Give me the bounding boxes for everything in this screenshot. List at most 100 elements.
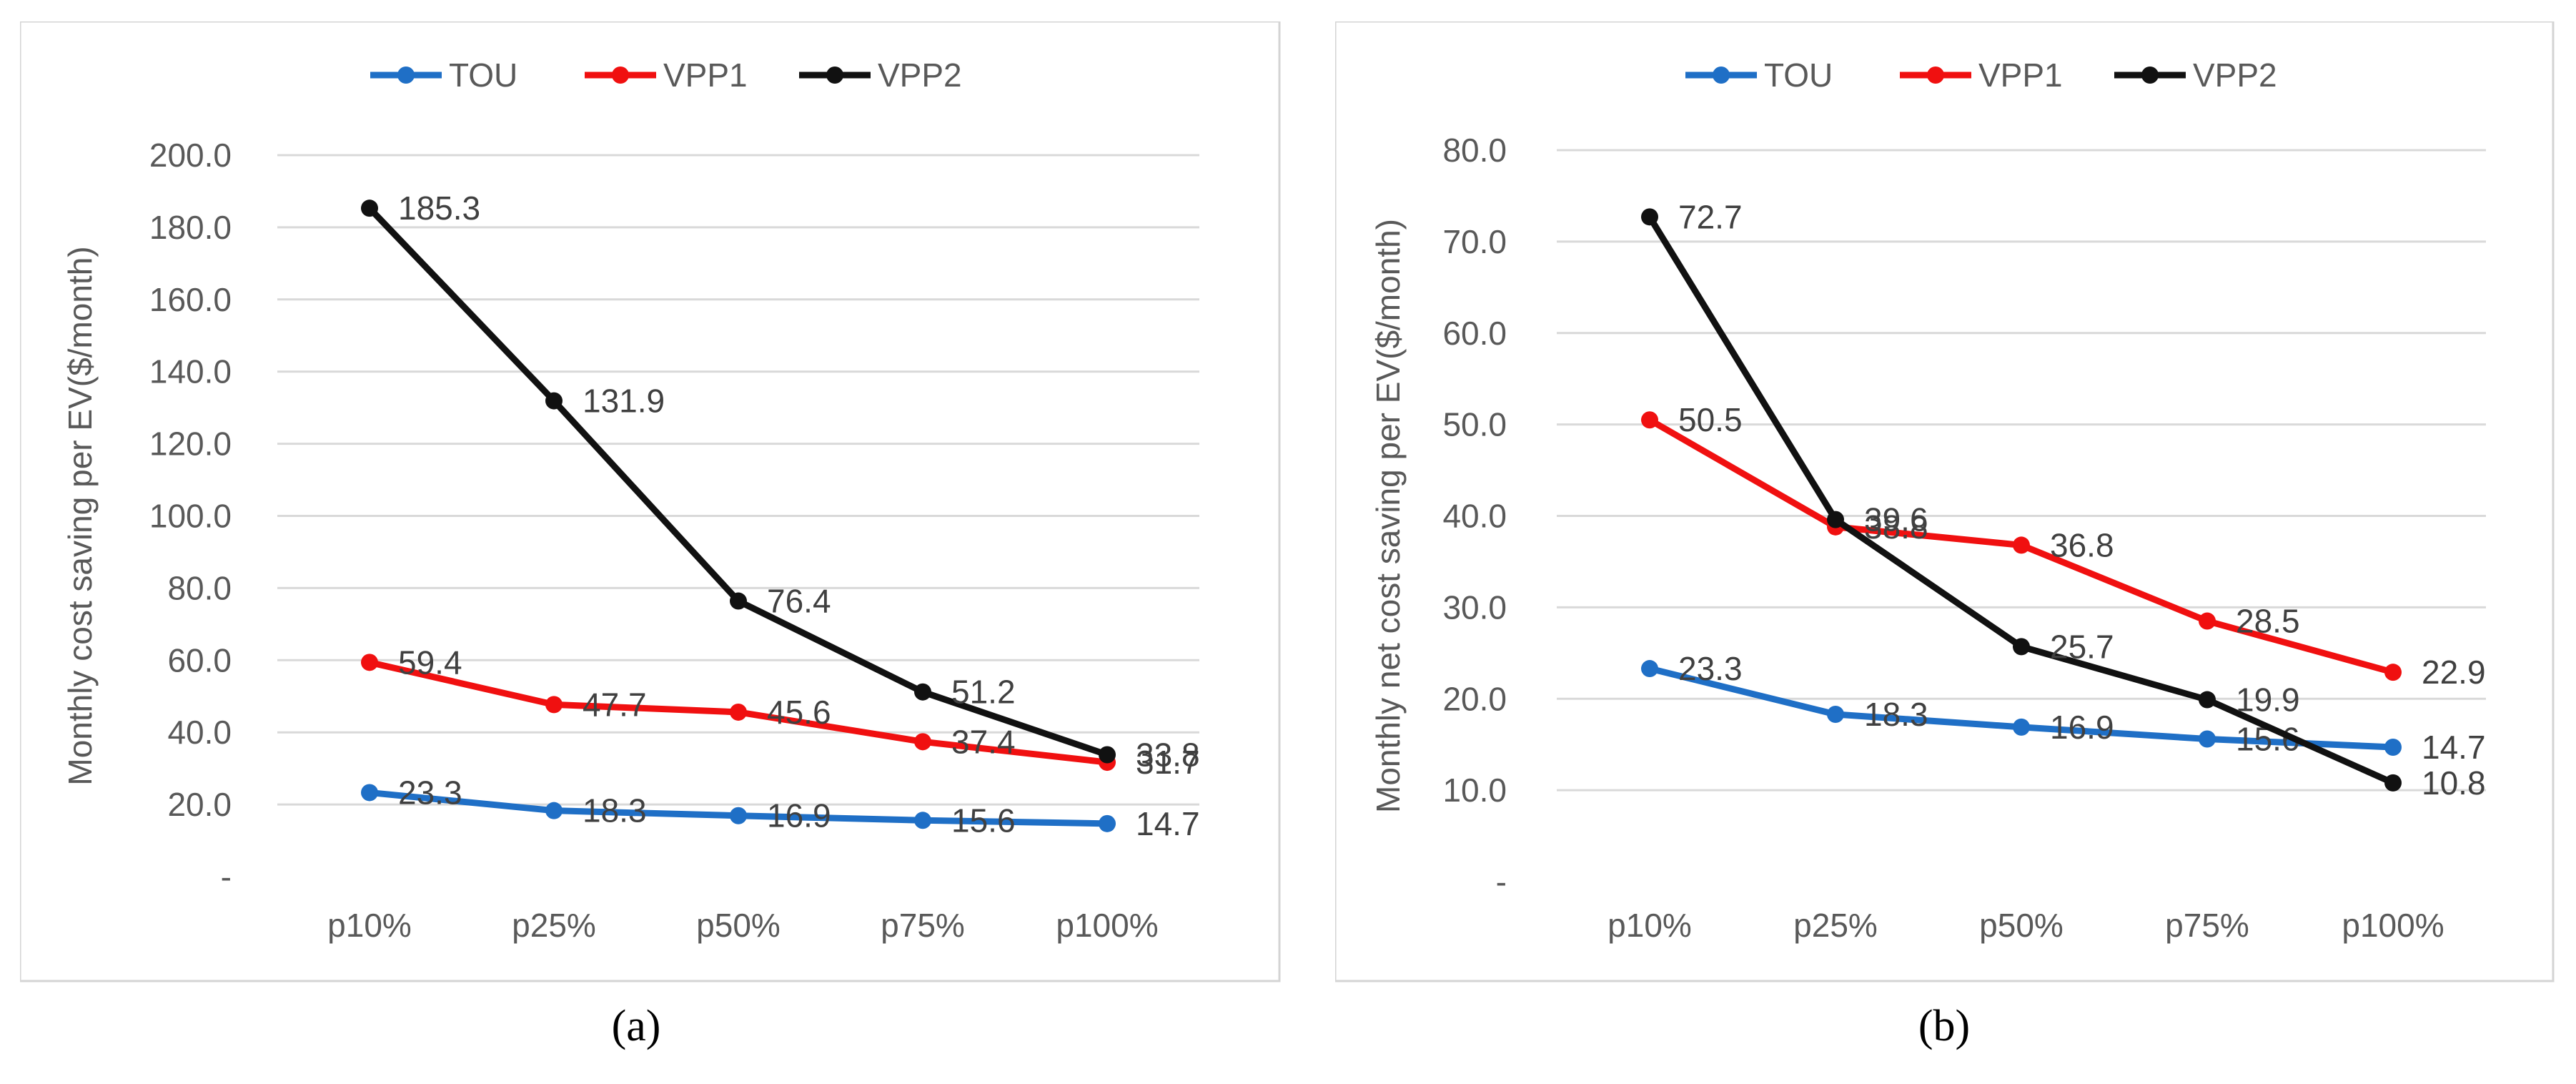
chart-b-legend-vpp1: VPP1 [1900, 56, 2063, 94]
chart-a-y-tick-label: - [221, 858, 232, 895]
chart-a-series-tou-data-label: 15.6 [951, 802, 1016, 839]
chart-b-y-tick-label: 60.0 [1442, 315, 1507, 352]
chart-a-series-tou-point [914, 812, 931, 829]
chart-a-series-tou-point [1099, 814, 1116, 832]
chart-b-series-tou-point [1641, 660, 1658, 678]
chart-b-series-tou-point [2384, 739, 2402, 757]
chart-a-series-vpp1-point [914, 733, 931, 751]
chart-b-x-tick-label: p10% [1607, 907, 1692, 944]
chart-a-series-vpp2-point [545, 392, 563, 410]
chart-a-series-tou-data-label: 23.3 [398, 774, 462, 811]
chart-b-x-tick-label: p100% [2342, 907, 2444, 944]
chart-a-y-tick-label: 200.0 [149, 137, 232, 174]
chart-b-y-tick-label: 20.0 [1442, 680, 1507, 717]
chart-a-series-vpp2-point [914, 683, 931, 701]
chart-b-series-vpp2-point [1827, 511, 1844, 528]
chart-a-legend-label: TOU [449, 56, 517, 94]
chart-b-legend-label: VPP1 [1978, 56, 2063, 94]
chart-a-series-vpp2-data-label: 185.3 [398, 189, 480, 227]
chart-a: - 20.0 40.0 60.0 80.0 100.0 120.0 140.0 160.0 180… [20, 21, 1281, 982]
chart-b-series-vpp1-data-label: 38.8 [1864, 508, 1928, 546]
chart-b-legend-tou: TOU [1685, 56, 1833, 94]
caption-a-text: (a) [611, 1002, 661, 1050]
chart-a-series-tou-point [545, 802, 563, 819]
chart-b-y-tick-label: 70.0 [1442, 223, 1507, 260]
chart-b-series-vpp2-data-label: 39.6 [1864, 501, 1928, 538]
chart-b-series-vpp2-point [1641, 208, 1658, 226]
chart-b-series-vpp2-data-label: 72.7 [1678, 198, 1743, 235]
chart-b-series-tou-point [2013, 718, 2030, 736]
chart-b-y-tick-label: 50.0 [1442, 406, 1507, 443]
chart-a-legend-label: VPP2 [878, 56, 962, 94]
chart-b-series-vpp1-point [2384, 664, 2402, 681]
chart-a-series-vpp2-point [361, 199, 378, 217]
chart-a-x-tick-label: p50% [696, 907, 781, 944]
chart-b-legend-marker [1713, 66, 1730, 84]
chart-b-x-tick-label: p75% [2165, 907, 2249, 944]
chart-a-series-vpp2-data-label: 76.4 [767, 583, 831, 620]
chart-a-series-vpp2-data-label: 33.8 [1136, 736, 1200, 773]
chart-a-y-tick-label: 100.0 [149, 498, 232, 535]
chart-a-legend-marker [612, 66, 629, 84]
chart-a-y-axis-label: Monthly cost saving per EV($/month) [61, 246, 99, 785]
chart-a-y-tick-label: 140.0 [149, 353, 232, 390]
chart-a-series-vpp1-data-label: 47.7 [583, 686, 647, 723]
chart-b-series-vpp1-data-label: 50.5 [1678, 401, 1743, 438]
chart-a-series-tou-point [730, 807, 747, 824]
chart-b-legend-label: VPP2 [2193, 56, 2277, 94]
chart-a-x-tick-label: p10% [327, 907, 412, 944]
chart-b-y-tick-label: 30.0 [1442, 588, 1507, 626]
caption-a: (a) [529, 1001, 743, 1052]
chart-b-series-vpp1-data-label: 28.5 [2236, 603, 2300, 640]
chart-a-series-vpp1-point [545, 696, 563, 714]
chart-a-legend-tou: TOU [370, 56, 517, 94]
chart-b-series-tou-data-label: 23.3 [1678, 650, 1743, 687]
chart-a-x-tick-label: p75% [881, 907, 965, 944]
chart-b: - 10.0 20.0 30.0 40.0 50.0 60.0 70.0 80.0 p10% p25… [1335, 21, 2555, 982]
chart-a-y-tick-label: 120.0 [149, 425, 232, 463]
chart-b-series-tou-point [2199, 730, 2216, 748]
chart-b-y-tick-label: 10.0 [1442, 772, 1507, 809]
caption-b: (b) [1837, 1001, 2051, 1052]
chart-b-y-tick-label: 80.0 [1442, 132, 1507, 169]
chart-a-series-vpp1-data-label: 45.6 [767, 694, 831, 731]
chart-a-series-vpp1-data-label: 37.4 [951, 723, 1016, 760]
chart-a-series-vpp1-point [730, 703, 747, 721]
chart-b-legend-marker [1927, 66, 1944, 84]
chart-a-series-vpp2-point [1099, 746, 1116, 764]
chart-b-y-axis-label: Monthly net cost saving per EV($/month) [1369, 219, 1407, 813]
chart-b-frame [1335, 21, 2555, 982]
chart-a-y-tick-label: 160.0 [149, 281, 232, 318]
chart-b-legend-label: TOU [1764, 56, 1833, 94]
chart-a-legend-vpp2: VPP2 [799, 56, 962, 94]
chart-a-legend-marker [397, 66, 415, 84]
chart-b-series-vpp1-point [1641, 411, 1658, 429]
chart-a-legend-marker [826, 66, 843, 84]
chart-b-series-vpp2-point [2384, 774, 2402, 792]
chart-b-series-vpp1-data-label: 22.9 [2422, 654, 2486, 691]
chart-b-legend-marker [2141, 66, 2159, 84]
chart-b-series-tou-data-label: 18.3 [1864, 696, 1928, 733]
chart-b-series-vpp1-point [2199, 612, 2216, 630]
chart-b-y-tick-label: - [1496, 863, 1507, 900]
chart-a-series-tou-data-label: 14.7 [1136, 805, 1200, 842]
caption-b-text: (b) [1918, 1002, 1971, 1050]
chart-b-series-tou-data-label: 16.9 [2050, 709, 2114, 746]
chart-a-y-tick-label: 20.0 [167, 786, 232, 823]
chart-a-legend-vpp1: VPP1 [585, 56, 748, 94]
chart-b-legend-vpp2: VPP2 [2114, 56, 2277, 94]
chart-a-series-vpp2-point [730, 592, 747, 610]
chart-b-series-vpp2-data-label: 25.7 [2050, 628, 2114, 665]
chart-b-series-vpp1-point [2013, 536, 2030, 554]
chart-a-x-tick-label: p100% [1056, 907, 1158, 944]
chart-a-series-vpp1-point [361, 654, 378, 671]
chart-a-legend-label: VPP1 [663, 56, 748, 94]
chart-a-series-vpp2-data-label: 51.2 [951, 674, 1016, 711]
chart-a-series-vpp2-data-label: 131.9 [583, 383, 665, 420]
chart-b-series-tou-data-label: 14.7 [2422, 729, 2486, 766]
chart-a-series-vpp1-data-label: 59.4 [398, 644, 462, 681]
chart-a-y-tick-label: 80.0 [167, 569, 232, 606]
chart-b-x-tick-label: p25% [1793, 907, 1878, 944]
chart-b-x-tick-label: p50% [1979, 907, 2064, 944]
chart-a-y-tick-label: 180.0 [149, 209, 232, 246]
